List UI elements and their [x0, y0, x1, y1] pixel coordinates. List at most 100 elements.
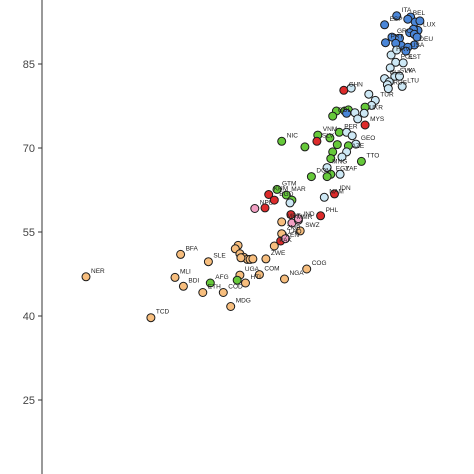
data-point-label: IND [303, 211, 315, 218]
data-point [360, 120, 370, 130]
data-point [232, 275, 242, 285]
data-point [325, 133, 335, 143]
data-point-label: MRT [287, 213, 301, 220]
data-point [397, 81, 407, 91]
data-point [280, 234, 290, 244]
data-point-label: NPL [260, 200, 273, 207]
data-point [395, 71, 404, 81]
data-point [381, 38, 390, 48]
data-point [250, 204, 260, 213]
data-point-label: PER [344, 123, 358, 130]
y-tick-label: 70 [23, 143, 35, 155]
data-point [385, 63, 395, 73]
data-point-label: ZWE [271, 250, 286, 257]
data-point-label: MLI [180, 268, 191, 275]
data-point [277, 136, 287, 146]
data-point-label: BDI [188, 277, 199, 284]
data-point [392, 11, 402, 21]
data-point-label: MYS [370, 116, 385, 123]
data-point-label: KEN [286, 232, 300, 239]
data-point-label: ESP [390, 16, 403, 23]
data-point [272, 184, 282, 194]
data-point [353, 114, 363, 124]
data-point-label: MDG [236, 298, 251, 305]
data-point [380, 20, 390, 30]
data-point-label: KHM [274, 186, 288, 193]
data-point [401, 46, 411, 56]
data-point [383, 84, 393, 94]
data-point-label: SWZ [305, 222, 319, 229]
data-point [328, 111, 338, 121]
y-axis-ticks: 25 40 55 70 85 [23, 59, 42, 407]
data-point-label: CHL [390, 70, 403, 77]
data-point-label: MNG [332, 159, 347, 166]
y-tick-label: 40 [23, 311, 35, 323]
data-point [359, 108, 369, 118]
data-point-label: BGD [279, 191, 293, 198]
data-point [300, 142, 310, 152]
data-point-label: GRC [397, 28, 412, 35]
data-point-label: NIC [287, 132, 299, 139]
data-point-label: COG [312, 260, 327, 267]
data-point [277, 217, 287, 227]
data-point-label: ZAF [345, 165, 357, 172]
data-point-label: USA [411, 42, 425, 49]
data-point-label: PHL [326, 207, 339, 214]
data-point-label: LTU [407, 77, 419, 84]
data-point [260, 203, 270, 213]
data-point-label: UGA [245, 266, 260, 273]
data-point [269, 195, 279, 205]
y-tick-label: 85 [23, 59, 35, 71]
data-point-label: COM [264, 266, 279, 273]
data-point [392, 45, 402, 55]
data-point-label: DOM [316, 168, 331, 175]
data-point-label: ETH [208, 284, 221, 291]
data-point [254, 270, 264, 280]
data-point [332, 140, 342, 150]
data-point [198, 288, 208, 297]
data-point [280, 274, 289, 284]
data-point [403, 14, 413, 24]
data-point-label: TUR [380, 91, 394, 98]
data-point-label: EST [408, 54, 421, 61]
data-point [176, 249, 186, 259]
data-point-label: SLV [322, 132, 334, 139]
data-point [386, 50, 396, 60]
data-point-label: ZMB [287, 225, 301, 232]
data-point [339, 85, 349, 95]
data-point-label: POL [401, 53, 414, 60]
data-point-label: GEO [361, 135, 375, 142]
data-point-label: EGY [336, 165, 350, 172]
data-point [337, 152, 347, 162]
data-point-label: NGA [290, 270, 305, 277]
data-point-label: CHN [349, 81, 363, 88]
data-point-label: IDN [340, 185, 352, 192]
data-points [81, 11, 425, 323]
data-point-label: LAO [289, 229, 302, 236]
data-point [322, 163, 332, 173]
data-point [264, 190, 274, 199]
data-point-label: COL [338, 107, 352, 114]
data-point-label: NAM [329, 188, 343, 195]
data-point-label: UKR [369, 104, 383, 111]
data-point [312, 136, 322, 146]
data-point-label: PAK [279, 237, 292, 244]
data-point [316, 211, 326, 221]
data-point [261, 254, 271, 264]
data-point-label: BFA [186, 245, 199, 252]
data-point [293, 214, 303, 224]
data-point-label: LUX [423, 21, 436, 28]
data-point [81, 272, 91, 282]
data-point-label: PRT [391, 34, 404, 41]
data-point [364, 89, 374, 99]
data-point-label: DEU [419, 36, 433, 43]
data-point [178, 281, 188, 291]
data-point [205, 278, 215, 288]
data-point [218, 288, 228, 297]
data-point [146, 313, 156, 323]
data-point-label: TTO [366, 152, 379, 159]
data-point [356, 156, 366, 166]
data-point [322, 172, 332, 182]
